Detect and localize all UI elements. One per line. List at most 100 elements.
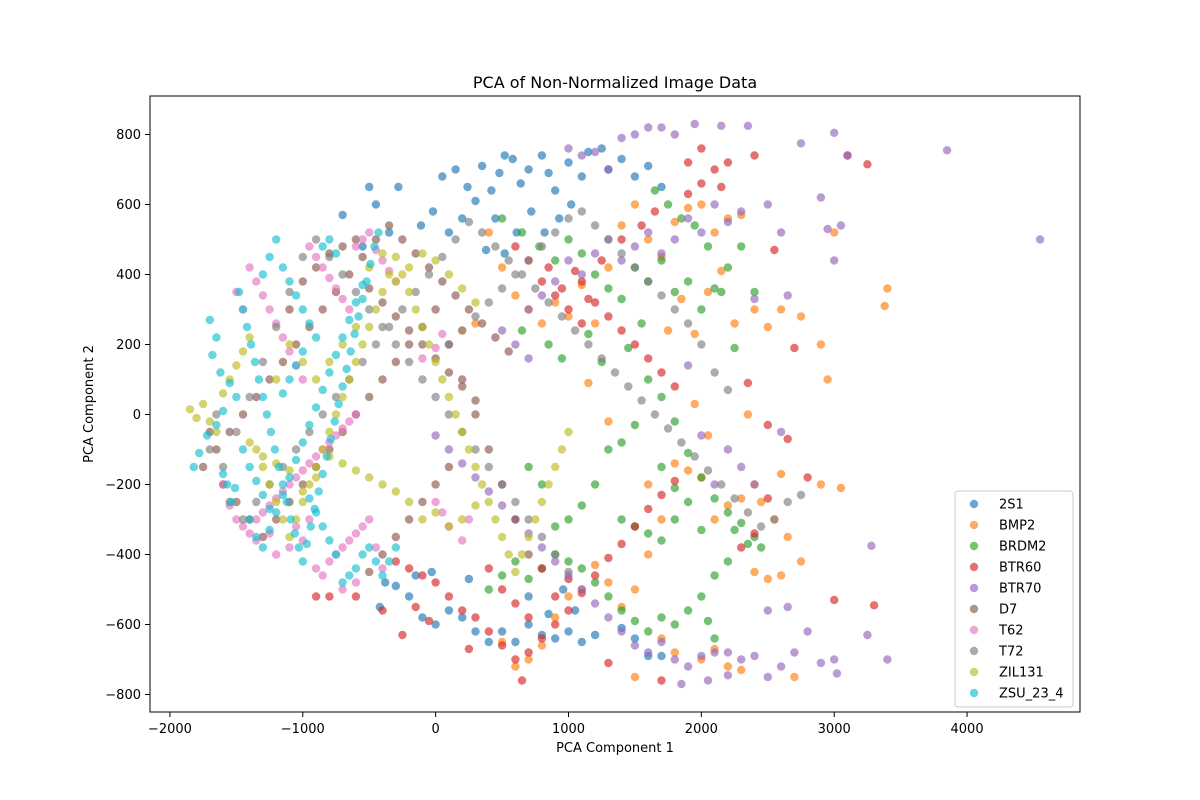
data-point <box>670 515 679 524</box>
data-point <box>524 165 533 174</box>
data-point <box>511 557 520 566</box>
data-point <box>564 158 573 167</box>
data-point <box>511 567 520 577</box>
data-point <box>491 242 500 251</box>
data-point <box>557 445 567 454</box>
data-point <box>617 294 626 304</box>
data-point <box>690 452 699 461</box>
data-point <box>338 340 347 349</box>
data-point <box>942 146 952 155</box>
data-point <box>338 333 347 342</box>
data-point <box>238 445 248 454</box>
data-point <box>776 305 786 314</box>
data-point <box>644 627 653 636</box>
data-point <box>723 508 733 517</box>
data-point <box>391 543 400 552</box>
data-point <box>242 322 252 332</box>
x-tick-label: 4000 <box>951 722 984 737</box>
data-point <box>524 613 533 622</box>
data-point <box>278 480 288 489</box>
data-point <box>783 434 792 444</box>
data-point <box>404 497 414 507</box>
data-point <box>511 340 520 349</box>
data-point <box>816 193 826 202</box>
data-point <box>238 347 248 356</box>
data-point <box>564 567 573 577</box>
data-point <box>723 662 733 671</box>
data-point <box>763 574 772 584</box>
data-point <box>318 571 327 580</box>
data-point <box>351 410 361 419</box>
data-point <box>338 382 347 391</box>
data-point <box>378 375 387 384</box>
data-point <box>644 529 653 538</box>
data-point <box>683 189 693 199</box>
data-point <box>537 532 547 542</box>
data-point <box>776 469 786 479</box>
data-point <box>318 242 327 251</box>
data-point <box>411 571 420 580</box>
data-point <box>318 522 327 531</box>
series-brdm2 <box>484 186 766 643</box>
data-point <box>266 427 276 437</box>
data-point <box>384 557 394 566</box>
data-point <box>564 557 573 566</box>
data-point <box>378 550 387 559</box>
data-point <box>298 497 307 507</box>
data-point <box>783 291 792 300</box>
data-point <box>325 252 334 262</box>
data-point <box>371 543 381 552</box>
data-point <box>394 182 403 192</box>
legend-label: BTR70 <box>999 582 1041 597</box>
data-point <box>371 305 381 314</box>
data-point <box>697 144 706 153</box>
data-point <box>245 438 254 447</box>
data-point <box>278 515 288 524</box>
data-point <box>285 277 294 286</box>
data-point <box>258 508 268 517</box>
data-point <box>391 277 400 286</box>
data-point <box>463 182 472 192</box>
data-point <box>265 252 274 262</box>
data-point <box>604 263 613 272</box>
data-point <box>743 410 753 419</box>
data-point <box>438 329 447 339</box>
data-point <box>378 564 387 573</box>
data-point <box>504 256 513 265</box>
data-point <box>511 497 520 507</box>
data-point <box>351 287 361 297</box>
data-point <box>796 139 806 148</box>
data-point <box>531 515 540 524</box>
data-point <box>537 497 547 507</box>
data-point <box>345 270 354 279</box>
data-point <box>524 532 533 542</box>
data-point <box>683 466 693 475</box>
data-point <box>391 312 400 321</box>
data-point <box>604 658 613 668</box>
data-point <box>378 287 387 297</box>
data-point <box>750 529 759 538</box>
data-point <box>185 405 195 414</box>
data-point <box>230 483 240 493</box>
data-point <box>830 128 839 137</box>
data-point <box>345 375 354 384</box>
series-zil131 <box>185 249 573 577</box>
data-point <box>428 207 438 216</box>
data-point <box>245 462 254 472</box>
data-point <box>285 287 294 297</box>
data-point <box>358 357 367 367</box>
data-point <box>883 655 892 664</box>
data-point <box>311 508 321 517</box>
data-point <box>345 315 354 325</box>
data-point <box>497 571 507 580</box>
data-point <box>451 410 460 419</box>
data-point <box>272 515 281 524</box>
data-point <box>232 515 241 524</box>
data-point <box>590 249 600 258</box>
data-point <box>232 427 241 437</box>
data-point <box>723 385 733 395</box>
data-point <box>371 557 381 566</box>
data-point <box>783 602 792 612</box>
data-point <box>451 235 460 244</box>
data-point <box>245 515 254 524</box>
